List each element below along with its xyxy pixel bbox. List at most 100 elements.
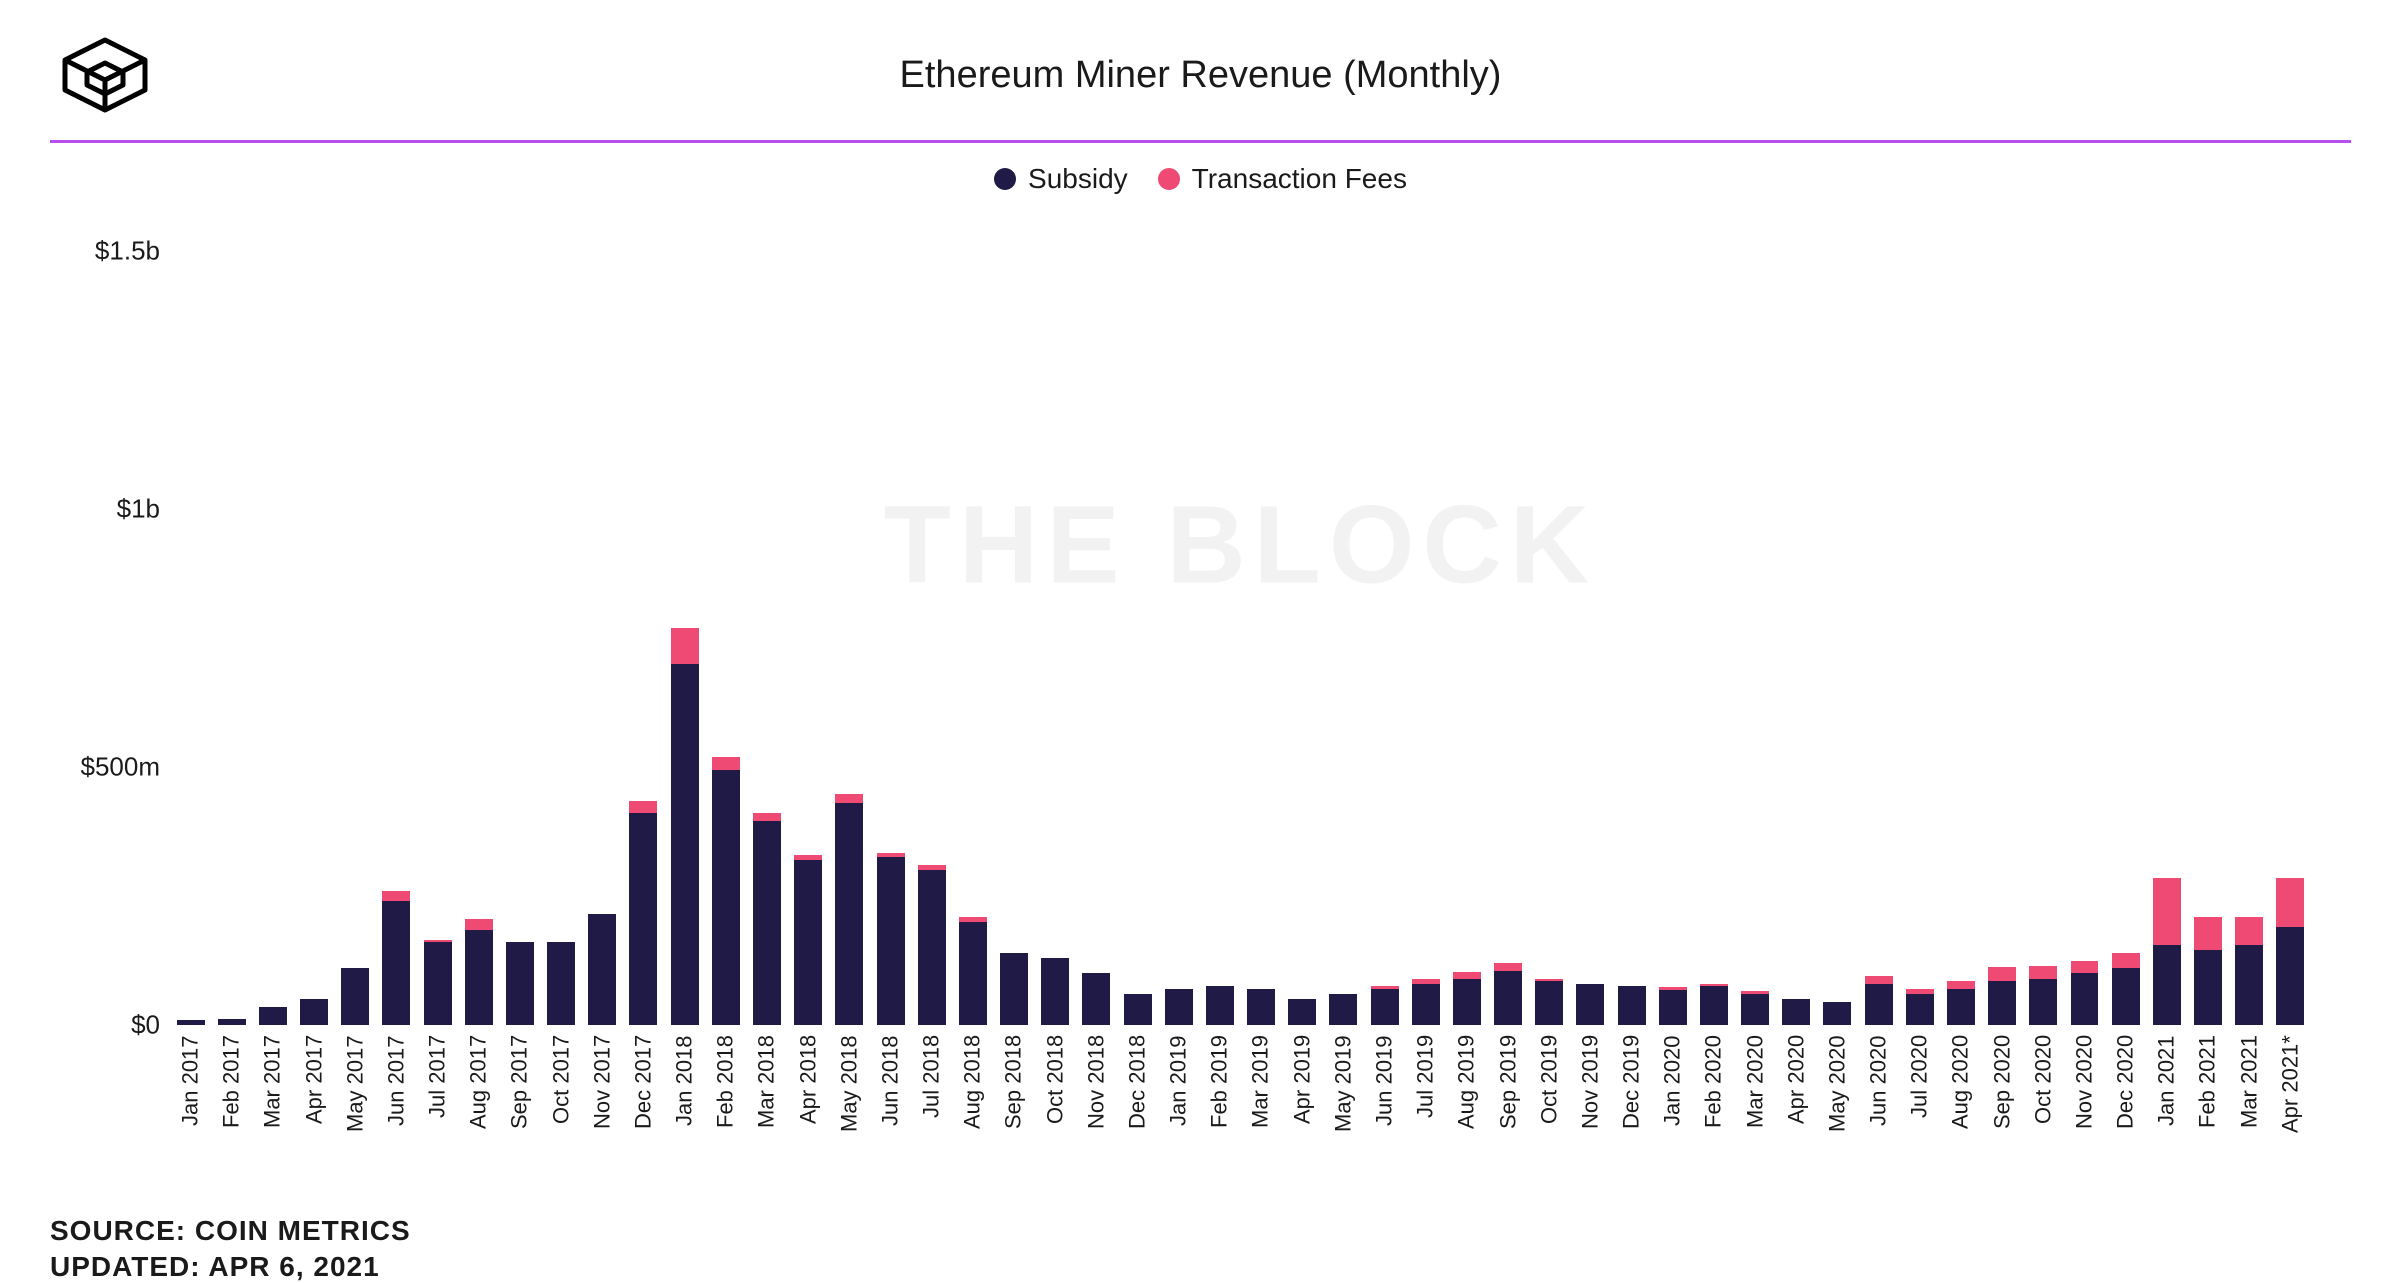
bar-segment-fees [1865, 976, 1893, 984]
bar-segment-subsidy [712, 770, 740, 1025]
bar-segment-fees [1494, 963, 1522, 971]
bar [746, 225, 787, 1025]
bar [252, 225, 293, 1025]
bar-stack [2029, 966, 2057, 1025]
x-tick-label: Apr 2017 [294, 1035, 335, 1185]
x-tick-label: Dec 2017 [623, 1035, 664, 1185]
bar [458, 225, 499, 1025]
bar-stack [218, 1019, 246, 1025]
x-tick-label: Jan 2018 [664, 1035, 705, 1185]
bar [417, 225, 458, 1025]
bar-segment-subsidy [2112, 968, 2140, 1025]
bar [1364, 225, 1405, 1025]
bar-segment-subsidy [1618, 986, 1646, 1025]
bar [1982, 225, 2023, 1025]
updated-value: APR 6, 2021 [208, 1251, 379, 1282]
x-tick-label: Jan 2021 [2146, 1035, 2187, 1185]
bar [664, 225, 705, 1025]
bar-segment-subsidy [2235, 945, 2263, 1025]
bar-stack [1823, 1002, 1851, 1025]
bar-segment-subsidy [588, 914, 616, 1025]
bar-stack [506, 942, 534, 1025]
bar [705, 225, 746, 1025]
bar [1776, 225, 1817, 1025]
x-tick-label: Dec 2019 [1611, 1035, 1652, 1185]
bar [499, 225, 540, 1025]
bar-segment-subsidy [506, 942, 534, 1025]
x-tick-label: Jul 2020 [1899, 1035, 1940, 1185]
x-tick-label: Aug 2018 [952, 1035, 993, 1185]
bar [541, 225, 582, 1025]
bar-stack [1124, 994, 1152, 1025]
header: Ethereum Miner Revenue (Monthly) [50, 30, 2351, 120]
bar-segment-subsidy [1947, 989, 1975, 1025]
bar-segment-subsidy [2071, 973, 2099, 1025]
divider-line [50, 140, 2351, 143]
bar-stack [1988, 967, 2016, 1025]
bar-stack [1329, 994, 1357, 1025]
bar-stack [1412, 979, 1440, 1025]
x-tick-label: May 2018 [829, 1035, 870, 1185]
bar-segment-subsidy [300, 999, 328, 1025]
bar-stack [2112, 953, 2140, 1025]
x-tick-label: Feb 2018 [705, 1035, 746, 1185]
y-axis: $0$500m$1b$1.5b [50, 225, 170, 1025]
bar [582, 225, 623, 1025]
bar-stack [382, 891, 410, 1025]
bar [2187, 225, 2228, 1025]
x-tick-label: Sep 2020 [1982, 1035, 2023, 1185]
bar [1199, 225, 1240, 1025]
bar [1735, 225, 1776, 1025]
bar-segment-fees [382, 891, 410, 901]
bar-segment-fees [1947, 981, 1975, 989]
bar-segment-subsidy [918, 870, 946, 1025]
x-tick-label: Mar 2020 [1735, 1035, 1776, 1185]
bar-segment-subsidy [1576, 984, 1604, 1025]
bar-stack [1165, 989, 1193, 1025]
legend-label: Subsidy [1028, 163, 1128, 195]
bar [2023, 225, 2064, 1025]
x-tick-label: May 2020 [1817, 1035, 1858, 1185]
bar-segment-subsidy [218, 1019, 246, 1025]
bar-segment-subsidy [629, 813, 657, 1025]
x-tick-label: Jul 2017 [417, 1035, 458, 1185]
bar [2229, 225, 2270, 1025]
bar [1282, 225, 1323, 1025]
bar-segment-subsidy [794, 860, 822, 1025]
bar [2146, 225, 2187, 1025]
bar-segment-subsidy [1371, 989, 1399, 1025]
bar-stack [1865, 976, 1893, 1025]
bar-segment-subsidy [1124, 994, 1152, 1025]
bar-segment-subsidy [1041, 958, 1069, 1025]
bar-segment-fees [2029, 966, 2057, 979]
bar-stack [1082, 973, 1110, 1025]
x-tick-label: Jun 2018 [870, 1035, 911, 1185]
bar-stack [712, 757, 740, 1025]
bar-segment-subsidy [1823, 1002, 1851, 1025]
bar-segment-subsidy [1082, 973, 1110, 1025]
x-tick-label: Feb 2021 [2187, 1035, 2228, 1185]
legend: SubsidyTransaction Fees [50, 163, 2351, 195]
bar [993, 225, 1034, 1025]
bar [376, 225, 417, 1025]
bar [1899, 225, 1940, 1025]
bar-segment-subsidy [1000, 953, 1028, 1025]
bar [1529, 225, 1570, 1025]
bar-segment-subsidy [2029, 979, 2057, 1025]
bar-stack [1371, 986, 1399, 1025]
bar-segment-fees [2153, 878, 2181, 945]
x-tick-label: Apr 2021* [2270, 1035, 2311, 1185]
chart-container: Ethereum Miner Revenue (Monthly) Subsidy… [0, 0, 2401, 1260]
bar [1693, 225, 1734, 1025]
bar-segment-fees [671, 628, 699, 664]
bar-segment-subsidy [1741, 994, 1769, 1025]
bar-stack [2276, 878, 2304, 1025]
x-tick-label: Jan 2020 [1652, 1035, 1693, 1185]
bar-stack [794, 855, 822, 1025]
x-tick-label: Dec 2018 [1117, 1035, 1158, 1185]
x-tick-label: Jul 2018 [911, 1035, 952, 1185]
x-tick-label: Apr 2018 [788, 1035, 829, 1185]
bar-segment-subsidy [2194, 950, 2222, 1025]
bar-stack [753, 813, 781, 1025]
chart-area: THE BLOCK $0$500m$1b$1.5b [170, 225, 2311, 1025]
